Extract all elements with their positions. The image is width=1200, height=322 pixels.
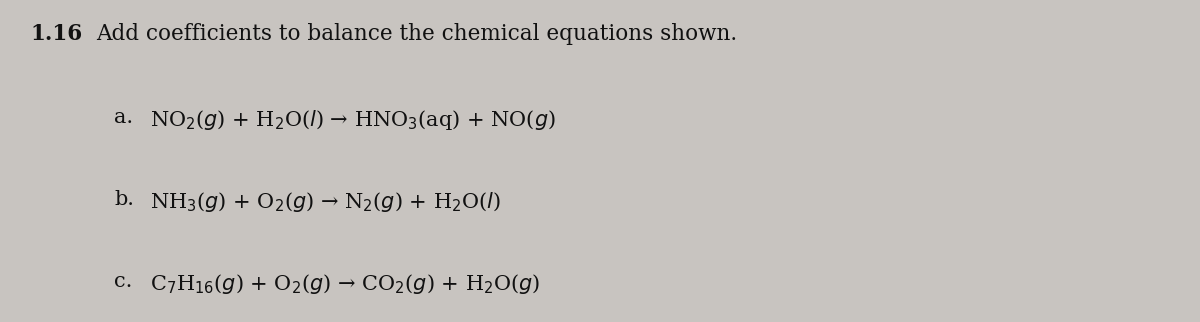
Text: NH$_3$($g$) + O$_2$($g$) → N$_2$($g$) + H$_2$O($l$): NH$_3$($g$) + O$_2$($g$) → N$_2$($g$) + …	[150, 190, 500, 214]
Text: b.: b.	[114, 190, 134, 209]
Text: NO$_2$($g$) + H$_2$O($l$) → HNO$_3$(aq) + NO($g$): NO$_2$($g$) + H$_2$O($l$) → HNO$_3$(aq) …	[150, 108, 556, 132]
Text: Add coefficients to balance the chemical equations shown.: Add coefficients to balance the chemical…	[96, 23, 737, 44]
Text: 1.16: 1.16	[30, 23, 83, 44]
Text: C$_7$H$_{16}$($g$) + O$_2$($g$) → CO$_2$($g$) + H$_2$O($g$): C$_7$H$_{16}$($g$) + O$_2$($g$) → CO$_2$…	[150, 272, 540, 296]
Text: c.: c.	[114, 272, 132, 291]
Text: a.: a.	[114, 108, 133, 127]
